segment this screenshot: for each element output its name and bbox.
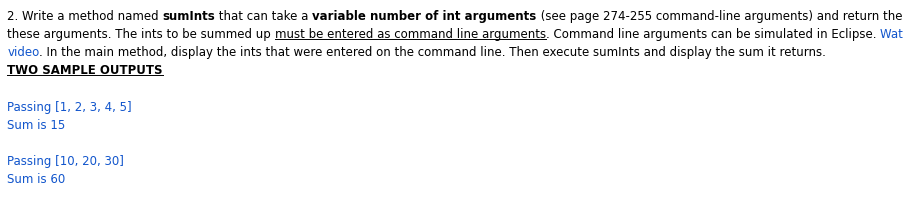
Text: . Command line arguments can be simulated in Eclipse.: . Command line arguments can be simulate… <box>545 28 880 41</box>
Text: variable number of int arguments: variable number of int arguments <box>312 10 536 23</box>
Text: sumInts: sumInts <box>163 10 215 23</box>
Text: Sum is 15: Sum is 15 <box>7 119 65 132</box>
Text: Passing [1, 2, 3, 4, 5]: Passing [1, 2, 3, 4, 5] <box>7 101 132 114</box>
Text: must be entered as command line arguments: must be entered as command line argument… <box>275 28 545 41</box>
Text: Passing [10, 20, 30]: Passing [10, 20, 30] <box>7 155 124 168</box>
Text: (see page 274-255 command-line arguments) and return the sum of: (see page 274-255 command-line arguments… <box>536 10 903 23</box>
Text: these arguments. The ints to be summed up: these arguments. The ints to be summed u… <box>7 28 275 41</box>
Text: that can take a: that can take a <box>215 10 312 23</box>
Text: TWO SAMPLE OUTPUTS: TWO SAMPLE OUTPUTS <box>7 64 163 77</box>
Text: . In the main method, display the ints that were entered on the command line. Th: . In the main method, display the ints t… <box>40 46 825 59</box>
Text: Watch the: Watch the <box>880 28 903 41</box>
Text: Sum is 60: Sum is 60 <box>7 173 65 186</box>
Text: video: video <box>7 46 40 59</box>
Text: 2. Write a method named: 2. Write a method named <box>7 10 163 23</box>
